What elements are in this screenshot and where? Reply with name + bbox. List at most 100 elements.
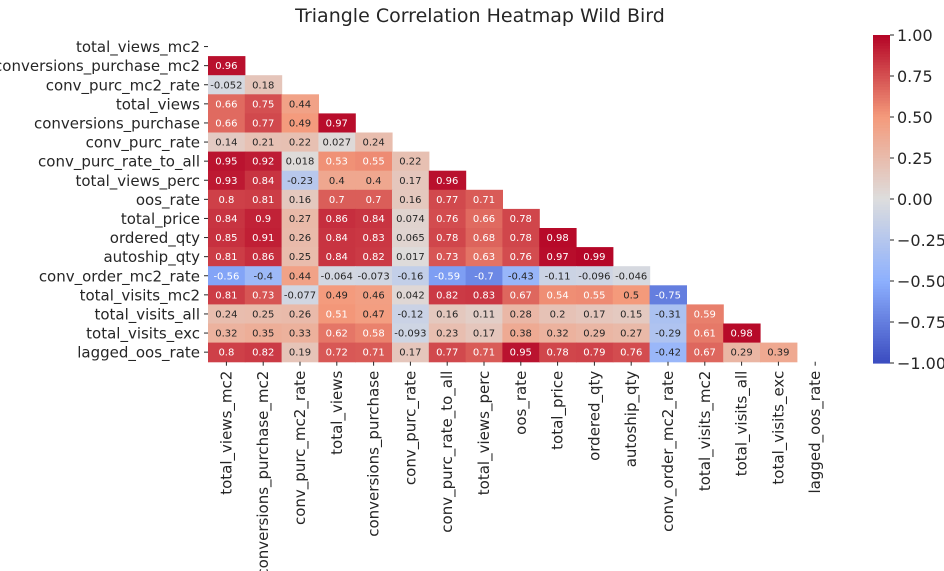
cell-value-label: 0.17	[399, 348, 421, 359]
colorbar-segment	[873, 302, 890, 307]
colorbar-segment	[873, 272, 890, 277]
colorbar-segment	[873, 245, 890, 249]
heatmap-cell	[318, 323, 356, 344]
heatmap-cell	[281, 285, 319, 305]
heatmap-cell	[539, 228, 577, 248]
heatmap-cell	[392, 285, 430, 305]
heatmap-cell	[539, 304, 577, 325]
cell-value-label: -0.096	[578, 271, 610, 282]
colorbar-segment	[873, 158, 890, 162]
cell-value-label: 0.32	[546, 329, 568, 340]
heatmap-cell	[612, 285, 651, 305]
colorbar-segment	[873, 78, 890, 83]
heatmap-cell	[576, 285, 614, 305]
heatmap-cell	[428, 247, 467, 267]
cell-value-label: -0.4	[253, 271, 273, 282]
colorbar-segment	[873, 122, 890, 126]
cell-value-label: 0.98	[546, 233, 568, 244]
cell-value-label: 0.49	[289, 118, 311, 129]
heatmap-cell	[208, 75, 246, 95]
heatmap-cell	[355, 247, 393, 267]
cell-value-label: 0.4	[329, 176, 345, 187]
heatmap-cell	[244, 208, 283, 229]
cell-value-label: 0.66	[215, 118, 237, 129]
colorbar-segment	[873, 138, 890, 143]
cell-value-label: 0.67	[694, 348, 716, 359]
heatmap-cell	[318, 342, 356, 363]
x-tick-label: lagged_oos_rate	[806, 371, 825, 494]
cell-value-label: 0.84	[326, 233, 348, 244]
cell-value-label: 0.71	[473, 195, 495, 206]
heatmap-cell	[502, 228, 540, 248]
heatmap-cell	[244, 132, 283, 153]
cell-value-label: -0.12	[397, 309, 423, 320]
cell-value-label: 0.77	[436, 348, 458, 359]
cell-value-label: 0.66	[473, 214, 495, 225]
colorbar-segment	[873, 264, 890, 268]
heatmap-cell	[649, 323, 687, 344]
cell-value-label: 0.9	[255, 214, 271, 225]
cell-value-label: 0.027	[322, 138, 351, 149]
heatmap-cell	[465, 323, 503, 344]
colorbar-segment	[873, 174, 890, 178]
colorbar-segment	[873, 199, 890, 203]
cell-value-label: 0.62	[326, 329, 348, 340]
cell-value-label: 0.68	[473, 233, 495, 244]
heatmap-cell	[576, 247, 614, 267]
heatmap-cell	[539, 285, 577, 305]
colorbar-segment	[873, 248, 890, 252]
cell-value-label: 0.96	[436, 176, 458, 187]
chart-title: Triangle Correlation Heatmap Wild Bird	[294, 5, 665, 27]
cell-value-label: 0.71	[473, 348, 495, 359]
cell-value-label: 0.29	[730, 348, 752, 359]
colorbar-segment	[873, 163, 890, 167]
heatmap-cell	[392, 342, 430, 363]
heatmap-cell	[539, 342, 577, 363]
y-tick-label: total_views	[116, 95, 200, 114]
y-tick-label: total_visits_mc2	[80, 286, 200, 305]
y-tick-label: oos_rate	[136, 191, 200, 210]
cell-value-label: 0.018	[286, 157, 315, 168]
colorbar-segment	[873, 182, 890, 186]
colorbar-segment	[873, 43, 890, 47]
colorbar-segment	[873, 270, 890, 274]
heatmap-cell	[612, 266, 651, 286]
cell-value-label: 0.78	[546, 348, 568, 359]
cell-value-label: -0.093	[394, 329, 426, 340]
cell-value-label: 0.84	[362, 214, 384, 225]
heatmap-cell	[723, 342, 761, 363]
y-axis-labels: total_views_mc2conversions_purchase_mc2c…	[0, 38, 208, 363]
colorbar-segment	[873, 136, 890, 140]
colorbar-segment	[873, 84, 890, 88]
x-tick-label: conv_order_mc2_rate	[659, 371, 678, 532]
heatmap-cell	[612, 342, 651, 363]
x-tick-label: ordered_qty	[585, 371, 604, 461]
cell-value-label: 0.46	[362, 290, 384, 301]
x-tick-label: conv_purc_rate	[401, 371, 420, 485]
cell-value-label: 0.91	[252, 233, 274, 244]
cell-value-label: 0.53	[326, 157, 348, 168]
heatmap-cell	[281, 170, 319, 191]
colorbar-segment	[873, 215, 890, 219]
heatmap-cell	[281, 113, 319, 134]
colorbar-segment	[873, 305, 890, 309]
heatmap-cell	[208, 342, 246, 363]
heatmap-cell	[281, 94, 319, 114]
colorbar-segment	[873, 308, 890, 312]
colorbar-segment	[873, 97, 890, 102]
cell-value-label: 0.76	[436, 214, 458, 225]
colorbar-segment	[873, 106, 890, 110]
heatmap-cell	[244, 342, 283, 363]
cell-value-label: 0.96	[215, 61, 237, 72]
cell-value-label: 0.26	[289, 309, 311, 320]
y-tick-label: autoship_qty	[103, 248, 200, 267]
heatmap-cell	[392, 323, 430, 344]
cell-value-label: 0.82	[436, 290, 458, 301]
heatmap-cell	[208, 113, 246, 134]
heatmap-cell	[576, 304, 614, 325]
cell-value-label: -0.59	[434, 271, 460, 282]
colorbar-segment	[873, 76, 890, 80]
colorbar-segment	[873, 70, 890, 74]
cell-value-label: 0.83	[362, 233, 384, 244]
